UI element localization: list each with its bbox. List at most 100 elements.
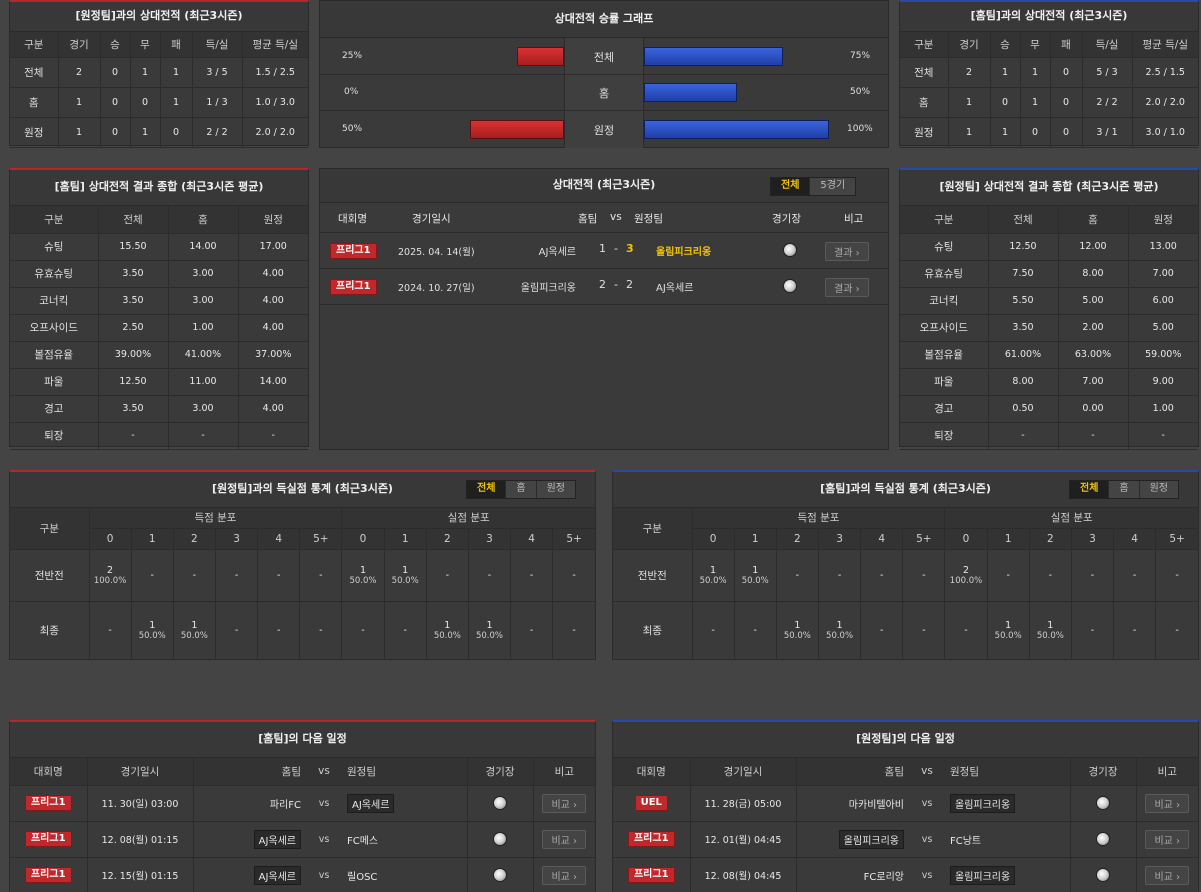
cell: 41.00% (168, 341, 239, 369)
league-badge: 프리그1 (24, 795, 72, 811)
cell: 8.00 (1058, 260, 1129, 288)
dist-count: 1 (794, 619, 801, 631)
graph-bar-blue (644, 83, 737, 102)
matches-header-row: 대회명 경기일시 홈팀 vs 원정팀 경기장 비고 (320, 203, 888, 233)
dist-count: - (1090, 569, 1095, 581)
stadium-icon[interactable] (493, 868, 507, 882)
home-team: 파리FC (269, 799, 301, 811)
dist-count: - (1175, 624, 1179, 636)
graph-row: 0% 홈 50% (320, 75, 888, 111)
tab-home[interactable]: 홈 (1109, 481, 1140, 498)
stadium-icon[interactable] (783, 243, 797, 257)
table-row: 오프사이드 2.50 1.00 4.00 (10, 314, 308, 342)
league-badge: 프리그1 (627, 831, 675, 847)
tab-home[interactable]: 홈 (506, 481, 537, 498)
stadium-icon[interactable] (1096, 796, 1110, 810)
stadium-icon[interactable] (783, 279, 797, 293)
goals-away-title: [홈팀]과의 득실점 통계 (최근3시즌) 전체 홈 원정 (613, 472, 1198, 508)
graph-row: 25% 전체 75% (320, 38, 888, 75)
dist-count: - (276, 624, 281, 636)
row-label: 원정 (900, 117, 949, 148)
dist-cell: - (299, 601, 343, 660)
compare-button[interactable]: 비교 › (1145, 793, 1190, 813)
stadium-icon[interactable] (1096, 832, 1110, 846)
cell: 0 (1020, 117, 1051, 148)
dist-count: - (487, 569, 492, 581)
stats-home-table: 구분 전체 홈 원정 슈팅 15.50 14.00 17.00 유효슈팅 3.50 3.00… (10, 206, 308, 450)
tab-all[interactable]: 전체 (771, 178, 811, 195)
col-header: 승 (100, 32, 131, 58)
dist-count: - (529, 624, 534, 636)
col-header: 패 (160, 32, 193, 58)
compare-button[interactable]: 비교 › (542, 829, 587, 849)
vs-label: vs (908, 857, 946, 892)
tab-all[interactable]: 전체 (1070, 481, 1110, 498)
cell: 12.00 (1058, 233, 1129, 261)
dist-pct: 50.0% (741, 575, 769, 586)
match-date: 2025. 04. 14(월) (398, 247, 475, 258)
cell: 2 (58, 57, 101, 88)
result-button[interactable]: 결과 › (825, 242, 869, 261)
tab-away[interactable]: 원정 (1149, 483, 1169, 494)
match-date: 12. 08(월) 01:15 (87, 821, 194, 858)
row-label: 오프사이드 (10, 314, 99, 342)
cell: 1 (990, 57, 1021, 88)
dist-count: - (1132, 624, 1137, 636)
matches-title-text: 상대전적 (최근3시즌) (552, 178, 656, 191)
compare-button[interactable]: 비교 › (1145, 829, 1190, 849)
dist-pct: 50.0% (783, 630, 811, 641)
cell: 1.5 / 2.5 (242, 57, 308, 88)
cell: 3 / 5 (192, 57, 243, 88)
row-label: 퇴장 (900, 422, 989, 450)
dist-count: - (529, 569, 534, 581)
stadium-icon[interactable] (1096, 868, 1110, 882)
cell: 1 (130, 117, 161, 148)
goals-away-title-text: [홈팀]과의 득실점 통계 (최근3시즌) (820, 482, 991, 495)
away-team: AJ옥세르 (656, 283, 694, 294)
goal-col-header: 1 (131, 528, 174, 550)
dist-cell: 1 50.0% (131, 601, 174, 660)
dist-cell: 1 50.0% (341, 549, 385, 602)
dist-count: - (361, 624, 365, 636)
compare-button[interactable]: 비교 › (1145, 865, 1190, 885)
col-header: 비고 (1136, 758, 1198, 786)
table-row: 원정 1 1 0 0 3 / 1 3.0 / 1.0 (900, 117, 1198, 148)
home-team: AJ옥세르 (538, 247, 576, 258)
dist-cell: - (257, 601, 301, 660)
stadium-icon[interactable] (493, 832, 507, 846)
away-score: 2 (626, 278, 633, 291)
compare-button-label: 비교 (551, 871, 570, 883)
schedule-row: 프리그1 12. 15(월) 01:15 AJ옥세르 vs 릴OSC 비교 › (10, 857, 595, 892)
tab-all[interactable]: 전체 (467, 481, 507, 498)
compare-button[interactable]: 비교 › (542, 793, 587, 813)
away-team: 올림피크리옹 (950, 865, 1016, 885)
league-badge: UEL (634, 795, 668, 811)
col-header: 경기 (58, 32, 101, 58)
cell: 7.00 (1058, 368, 1129, 396)
tab-away[interactable]: 원정 (546, 483, 566, 494)
dist-count: 2 (107, 564, 114, 576)
dist-cell: - (89, 601, 132, 660)
dist-count: 1 (486, 619, 493, 631)
dist-pct: 50.0% (180, 630, 208, 641)
table-row: 홈 1 0 0 1 1 / 3 1.0 / 3.0 (10, 87, 308, 118)
cell: 0.50 (988, 395, 1059, 423)
row-label: 전체 (900, 57, 949, 88)
cell: 1 / 3 (192, 87, 243, 118)
winrate-graph-title: 상대전적 승률 그래프 (320, 1, 888, 38)
result-button[interactable]: 결과 › (825, 278, 869, 297)
compare-button[interactable]: 비교 › (542, 865, 587, 885)
col-header: 평균 득/실 (242, 32, 308, 58)
dist-cell: - (902, 601, 946, 660)
col-header: 원정 (1128, 206, 1198, 234)
tab-5games[interactable]: 5경기 (820, 180, 846, 191)
stats-home-title: [홈팀] 상대전적 결과 종합 (최근3시즌 평균) (10, 170, 308, 206)
dist-pct: 50.0% (994, 630, 1022, 641)
dist-count: - (403, 624, 407, 636)
row-label: 경고 (10, 395, 99, 423)
cell: 0 (100, 117, 131, 148)
dist-count: - (879, 624, 884, 636)
col-header: 구분 (900, 32, 949, 58)
cell: 37.00% (238, 341, 308, 369)
stadium-icon[interactable] (493, 796, 507, 810)
